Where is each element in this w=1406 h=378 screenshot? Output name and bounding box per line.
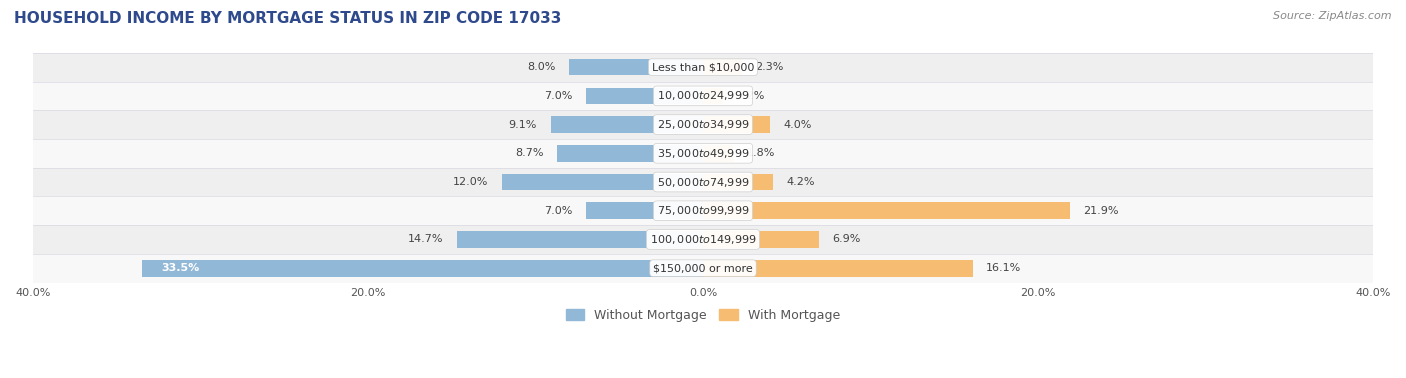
Bar	[586, 88, 703, 104]
Bar	[32, 110, 1374, 139]
Text: $50,000 to $74,999: $50,000 to $74,999	[657, 175, 749, 189]
Bar	[32, 82, 1374, 110]
Bar	[703, 116, 770, 133]
Legend: Without Mortgage, With Mortgage: Without Mortgage, With Mortgage	[561, 304, 845, 327]
Text: HOUSEHOLD INCOME BY MORTGAGE STATUS IN ZIP CODE 17033: HOUSEHOLD INCOME BY MORTGAGE STATUS IN Z…	[14, 11, 561, 26]
Bar	[703, 145, 733, 162]
Text: 1.8%: 1.8%	[747, 148, 775, 158]
Bar	[703, 174, 773, 191]
Bar	[586, 202, 703, 219]
Bar	[457, 231, 703, 248]
Bar	[32, 225, 1374, 254]
Text: 4.2%: 4.2%	[787, 177, 815, 187]
Bar	[703, 260, 973, 276]
Bar	[32, 53, 1374, 82]
Bar	[703, 202, 1070, 219]
Text: 2.3%: 2.3%	[755, 62, 783, 72]
Text: 7.0%: 7.0%	[544, 206, 572, 216]
Text: 7.0%: 7.0%	[544, 91, 572, 101]
Text: $100,000 to $149,999: $100,000 to $149,999	[650, 233, 756, 246]
Text: $10,000 to $24,999: $10,000 to $24,999	[657, 89, 749, 102]
Text: Source: ZipAtlas.com: Source: ZipAtlas.com	[1274, 11, 1392, 21]
Bar	[551, 116, 703, 133]
Text: 33.5%: 33.5%	[162, 263, 200, 273]
Bar	[703, 59, 741, 76]
Bar	[703, 88, 723, 104]
Text: 21.9%: 21.9%	[1084, 206, 1119, 216]
Bar	[32, 139, 1374, 168]
Text: 6.9%: 6.9%	[832, 234, 860, 245]
Text: Less than $10,000: Less than $10,000	[652, 62, 754, 72]
Text: 12.0%: 12.0%	[453, 177, 488, 187]
Bar	[142, 260, 703, 276]
Bar	[32, 197, 1374, 225]
Bar	[557, 145, 703, 162]
Text: 8.7%: 8.7%	[516, 148, 544, 158]
Bar	[703, 231, 818, 248]
Bar	[32, 254, 1374, 282]
Text: $35,000 to $49,999: $35,000 to $49,999	[657, 147, 749, 160]
Text: 16.1%: 16.1%	[986, 263, 1021, 273]
Text: 4.0%: 4.0%	[783, 119, 811, 130]
Text: $75,000 to $99,999: $75,000 to $99,999	[657, 204, 749, 217]
Text: 9.1%: 9.1%	[509, 119, 537, 130]
Bar	[502, 174, 703, 191]
Text: 8.0%: 8.0%	[527, 62, 555, 72]
Text: 14.7%: 14.7%	[408, 234, 443, 245]
Bar	[569, 59, 703, 76]
Text: $25,000 to $34,999: $25,000 to $34,999	[657, 118, 749, 131]
Text: 1.2%: 1.2%	[737, 91, 765, 101]
Bar	[32, 168, 1374, 197]
Text: $150,000 or more: $150,000 or more	[654, 263, 752, 273]
